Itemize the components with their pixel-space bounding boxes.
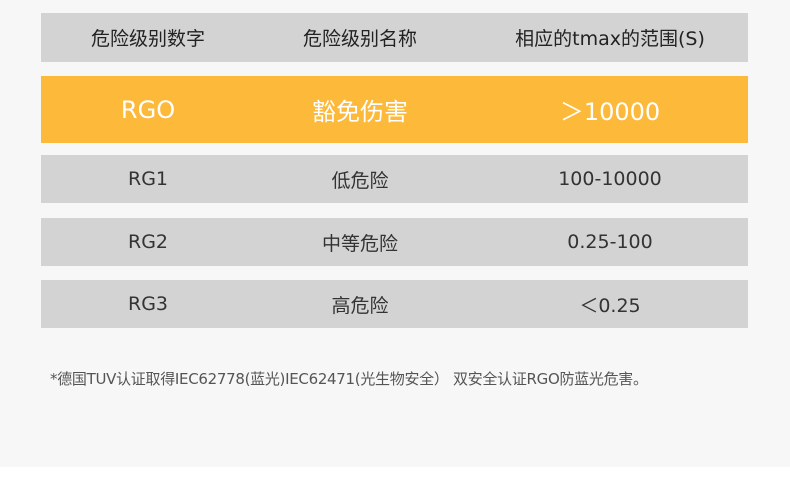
header-tmax-range: 相应的tmax的范围(S) [515,28,705,50]
level-number: RG2 [127,231,169,253]
table-row: RG1 低危险 100-10000 [41,155,748,203]
tmax-range: 0.25-100 [567,231,653,253]
tmax-range: ＞10000 [559,98,661,126]
level-number: RGO [120,95,176,124]
header-level-name: 危险级别名称 [302,28,418,50]
level-name: 低危险 [331,169,389,192]
level-name: 高危险 [331,294,389,317]
level-name: 豁免伤害 [312,98,408,126]
table-header: 危险级别数字 危险级别名称 相应的tmax的范围(S) [41,13,748,62]
certification-footnote: *德国TUV认证取得IEC62778(蓝光)IEC62471(光生物安全） 双安… [50,370,648,388]
level-number: RG1 [127,168,169,190]
tmax-range: 100-10000 [558,168,662,190]
level-number: RG3 [127,293,169,315]
table-row: RG3 高危险 ＜0.25 [41,280,748,328]
level-name: 中等危险 [321,232,399,255]
table-row: RG2 中等危险 0.25-100 [41,218,748,266]
table-row-highlighted: RGO 豁免伤害 ＞10000 [41,76,748,143]
tmax-range: ＜0.25 [579,294,641,317]
header-level-number: 危险级别数字 [90,28,206,50]
